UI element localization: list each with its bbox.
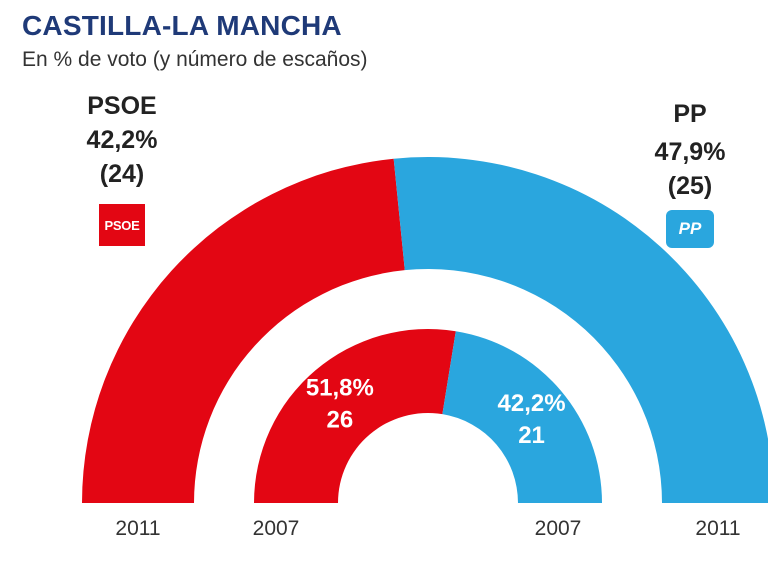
pp-name: PP — [673, 100, 707, 128]
year-label-0: 2011 — [115, 517, 160, 540]
psoe-pct: 42,2% — [86, 126, 158, 154]
arc-2011-pp — [393, 157, 768, 503]
arc-2011-psoe — [82, 158, 405, 504]
psoe-name: PSOE — [87, 92, 157, 120]
label-seats-2007-psoe: 26 — [326, 406, 353, 433]
arc-2007-pp — [442, 331, 602, 503]
psoe-logo: PSOE — [99, 204, 145, 246]
label-pct-2007-psoe: 51,8% — [306, 374, 374, 401]
label-pct-2007-pp: 42,2% — [498, 390, 566, 417]
psoe-seats: (24) — [99, 160, 145, 188]
year-label-3: 2011 — [695, 517, 740, 540]
label-seats-2007-pp: 21 — [518, 422, 545, 449]
chart-title: CASTILLA-LA MANCHA — [22, 10, 342, 41]
arc-2007-psoe — [254, 329, 456, 503]
year-label-1: 2007 — [253, 517, 300, 540]
pp-pct: 47,9% — [654, 138, 726, 166]
year-label-2: 2007 — [535, 517, 582, 540]
pp-logo: PP — [666, 210, 714, 248]
pp-seats: (25) — [667, 172, 713, 200]
chart-subtitle: En % de voto (y número de escaños) — [22, 48, 368, 71]
